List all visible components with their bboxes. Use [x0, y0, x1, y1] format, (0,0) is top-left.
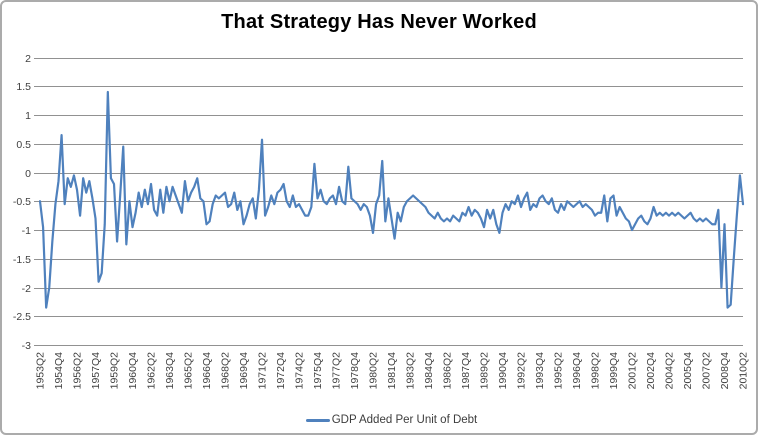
y-axis-label: -2.5	[13, 311, 31, 323]
x-axis-label: 1969Q4	[238, 352, 250, 390]
x-axis-label: 1993Q4	[534, 352, 546, 390]
legend-series-label: GDP Added Per Unit of Debt	[331, 414, 478, 426]
x-axis-label: 1968Q2	[220, 352, 232, 390]
x-axis-label: 1984Q4	[423, 352, 435, 390]
x-axis-label: 1992Q2	[516, 352, 528, 390]
x-axis-label: 1987Q4	[460, 352, 472, 390]
y-axis-label: 2	[25, 53, 31, 65]
x-axis-label: 1989Q2	[479, 352, 491, 390]
y-axis-label: 0	[25, 168, 31, 180]
x-axis-label: 1965Q2	[183, 352, 195, 390]
x-axis-label: 1986Q2	[442, 352, 454, 390]
x-axis-label: 2010Q2	[738, 352, 750, 390]
legend-line-swatch-icon	[305, 418, 330, 422]
chart-title: That Strategy Has Never Worked	[221, 11, 537, 33]
x-axis-label: 1995Q2	[553, 352, 565, 390]
x-axis-label: 1996Q4	[571, 352, 583, 390]
y-axis-label: -2	[22, 283, 31, 295]
x-axis-label: 1980Q2	[368, 352, 380, 390]
x-axis-label: 1971Q2	[257, 352, 269, 390]
x-axis-label: 2002Q4	[645, 352, 657, 390]
x-axis-label: 1981Q4	[386, 352, 398, 390]
x-axis-label: 1953Q2	[35, 352, 47, 390]
x-axis-label: 1990Q4	[497, 352, 509, 390]
y-axis-label: -3	[22, 340, 31, 352]
x-axis-label: 1978Q4	[349, 352, 361, 390]
x-axis-label: 1977Q2	[331, 352, 343, 390]
x-axis-label: 2005Q4	[682, 352, 694, 390]
x-axis-label: 1956Q2	[72, 352, 84, 390]
x-axis-label: 1957Q4	[90, 352, 102, 390]
x-axis-label: 1963Q4	[164, 352, 176, 390]
y-axis-label: -1	[22, 225, 31, 237]
x-axis-label: 1974Q2	[294, 352, 306, 390]
y-axis-label: 1	[25, 110, 31, 122]
y-axis-label: 1.5	[16, 81, 31, 93]
x-axis-label: 1962Q2	[146, 352, 158, 390]
x-axis-label: 1959Q2	[109, 352, 121, 390]
y-axis-label: 0.5	[16, 139, 31, 151]
gdp-per-debt-series-line	[38, 90, 745, 309]
x-axis-label: 1954Q4	[53, 352, 65, 390]
y-axis-label: -0.5	[13, 196, 31, 208]
x-axis-label: 1966Q4	[201, 352, 213, 390]
x-axis-label: 2001Q2	[627, 352, 639, 390]
x-axis-label: 1998Q2	[590, 352, 602, 390]
x-axis-label: 1972Q4	[275, 352, 287, 390]
x-axis-label: 1999Q4	[608, 352, 620, 390]
y-axis-label: -1.5	[13, 254, 31, 266]
x-axis-label: 1960Q4	[127, 352, 139, 390]
x-axis-label: 2004Q2	[664, 352, 676, 390]
x-axis-label: 2007Q2	[701, 352, 713, 390]
x-axis-label: 2008Q4	[719, 352, 731, 390]
x-axis-label: 1975Q4	[312, 352, 324, 390]
x-axis-label: 1983Q2	[405, 352, 417, 390]
chart-legend: GDP Added Per Unit of Debt	[40, 414, 743, 426]
